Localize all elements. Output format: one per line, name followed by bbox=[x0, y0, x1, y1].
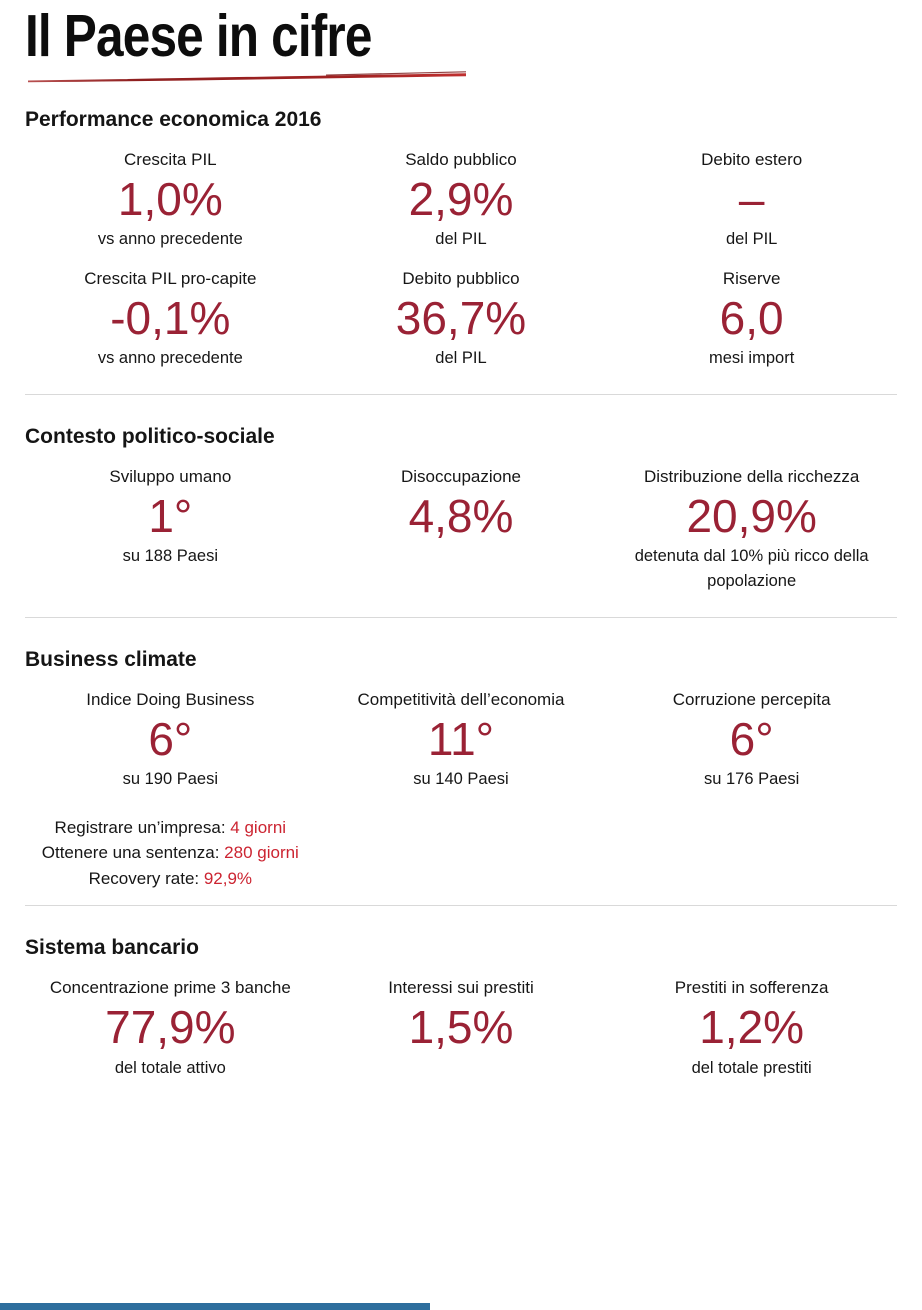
stat-label: Debito pubblico bbox=[402, 268, 520, 288]
stat-label: Debito estero bbox=[701, 149, 803, 169]
section-divider bbox=[25, 905, 897, 907]
section-heading-business-climate: Business climate bbox=[25, 647, 197, 671]
stat-caption: del totale attivo bbox=[114, 1058, 226, 1077]
stat-label: Riserve bbox=[722, 268, 781, 288]
stat-caption: vs anno precedente bbox=[97, 349, 243, 368]
stat-caption: mesi import bbox=[709, 349, 795, 368]
stat-label: Prestiti in sofferenza bbox=[674, 978, 829, 998]
stat-value: 77,9% bbox=[105, 1001, 236, 1054]
section-heading-contesto-politico-sociale: Contesto politico-sociale bbox=[25, 424, 275, 448]
section-divider bbox=[25, 393, 897, 395]
title-underline-swoosh-decoration bbox=[28, 71, 466, 83]
stat-caption: su 140 Paesi bbox=[413, 770, 509, 789]
stat-value: 36,7% bbox=[395, 291, 527, 344]
stat-crescita-pil-pro-capite: Crescita PIL pro-capite -0,1% vs anno pr… bbox=[25, 261, 316, 380]
stat-debito-pubblico: Debito pubblico 36,7% del PIL bbox=[316, 261, 607, 380]
note-value: 4 giorni bbox=[230, 817, 287, 837]
stat-caption: del PIL bbox=[725, 230, 778, 249]
note-value: 280 giorni bbox=[224, 843, 299, 863]
stat-value: 1,0% bbox=[117, 172, 223, 225]
stat-indice-doing-business: Indice Doing Business 6° su 190 Paesi bbox=[25, 682, 316, 801]
stat-label: Competitività dell’economia bbox=[357, 689, 565, 709]
stat-caption: su 190 Paesi bbox=[122, 770, 219, 789]
note-label: Registrare un’impresa: bbox=[54, 817, 231, 837]
stat-value: -0,1% bbox=[110, 291, 231, 344]
section-divider bbox=[25, 616, 897, 618]
stat-caption: del totale prestiti bbox=[691, 1058, 812, 1077]
stat-disoccupazione: Disoccupazione 4,8% bbox=[316, 459, 607, 603]
business-detail-notes: Registrare un’impresa: 4 giorni Ottenere… bbox=[25, 815, 316, 892]
stat-value: 20,9% bbox=[686, 489, 817, 542]
stat-value: 2,9% bbox=[408, 172, 514, 225]
stat-prestiti-sofferenza: Prestiti in sofferenza 1,2% del totale p… bbox=[606, 970, 897, 1089]
stat-caption bbox=[326, 544, 596, 567]
stat-value: 6,0 bbox=[719, 291, 784, 344]
stat-crescita-pil: Crescita PIL 1,0% vs anno precedente bbox=[25, 142, 316, 261]
section-heading-sistema-bancario: Sistema bancario bbox=[25, 936, 199, 960]
stat-label: Indice Doing Business bbox=[86, 689, 255, 709]
section-heading-performance-economica: Performance economica 2016 bbox=[25, 107, 322, 131]
stat-value: 11° bbox=[427, 712, 495, 765]
stat-corruzione-percepita: Corruzione percepita 6° su 176 Paesi bbox=[606, 682, 897, 801]
stat-caption: su 176 Paesi bbox=[703, 770, 800, 789]
stat-value: 6° bbox=[148, 712, 193, 765]
stat-label: Saldo pubblico bbox=[405, 149, 517, 169]
stat-label: Sviluppo umano bbox=[109, 466, 232, 486]
stat-distribuzione-ricchezza: Distribuzione della ricchezza 20,9% dete… bbox=[606, 459, 897, 603]
stat-caption: su 188 Paesi bbox=[122, 546, 219, 565]
stat-label: Concentrazione prime 3 banche bbox=[49, 978, 291, 998]
stat-caption bbox=[326, 1056, 596, 1079]
note-recovery-rate: Recovery rate: 92,9% bbox=[25, 866, 316, 892]
page-title: Il Paese in cifre bbox=[25, 3, 372, 69]
stat-caption: detenuta dal 10% più ricco della popolaz… bbox=[634, 546, 869, 591]
stat-label: Distribuzione della ricchezza bbox=[643, 466, 860, 486]
stat-label: Crescita PIL pro-capite bbox=[84, 268, 257, 288]
stat-sviluppo-umano: Sviluppo umano 1° su 188 Paesi bbox=[25, 459, 316, 603]
stat-label: Interessi sui prestiti bbox=[388, 978, 534, 998]
stat-caption: del PIL bbox=[435, 349, 487, 368]
stats-grid-banche: Concentrazione prime 3 banche 77,9% del … bbox=[25, 970, 897, 1089]
note-value: 92,9% bbox=[203, 868, 253, 888]
stat-label: Disoccupazione bbox=[400, 466, 521, 486]
note-label: Ottenere una sentenza: bbox=[41, 843, 225, 863]
stat-interessi-prestiti: Interessi sui prestiti 1,5% bbox=[316, 970, 607, 1089]
stat-saldo-pubblico: Saldo pubblico 2,9% del PIL bbox=[316, 142, 607, 261]
stat-label: Corruzione percepita bbox=[672, 689, 831, 709]
infographic-page: Il Paese in cifre Performance economica … bbox=[0, 3, 922, 1089]
stat-value: 1,2% bbox=[699, 1001, 805, 1054]
note-label: Recovery rate: bbox=[88, 868, 204, 888]
stats-grid-economia: Crescita PIL 1,0% vs anno precedente Sal… bbox=[25, 142, 897, 380]
bottom-blue-bar-decoration bbox=[0, 1303, 430, 1310]
stats-grid-politica: Sviluppo umano 1° su 188 Paesi Disoccupa… bbox=[25, 459, 897, 603]
stat-caption: vs anno precedente bbox=[97, 230, 243, 249]
stat-caption: del PIL bbox=[435, 230, 487, 249]
stat-competitivita-economia: Competitività dell’economia 11° su 140 P… bbox=[316, 682, 607, 801]
note-ottenere-sentenza: Ottenere una sentenza: 280 giorni bbox=[25, 840, 316, 866]
stats-grid-business: Indice Doing Business 6° su 190 Paesi Co… bbox=[25, 682, 897, 801]
stat-value: 1° bbox=[148, 489, 193, 542]
stat-label: Crescita PIL bbox=[124, 149, 217, 169]
stat-value: 4,8% bbox=[408, 489, 514, 542]
stat-value: 6° bbox=[729, 712, 774, 765]
stat-debito-estero: Debito estero – del PIL bbox=[606, 142, 897, 261]
stat-concentrazione-banche: Concentrazione prime 3 banche 77,9% del … bbox=[25, 970, 316, 1089]
stat-value: – bbox=[738, 172, 765, 225]
note-registrare-impresa: Registrare un’impresa: 4 giorni bbox=[25, 815, 316, 841]
stat-value: 1,5% bbox=[408, 1001, 514, 1054]
stat-riserve: Riserve 6,0 mesi import bbox=[606, 261, 897, 380]
